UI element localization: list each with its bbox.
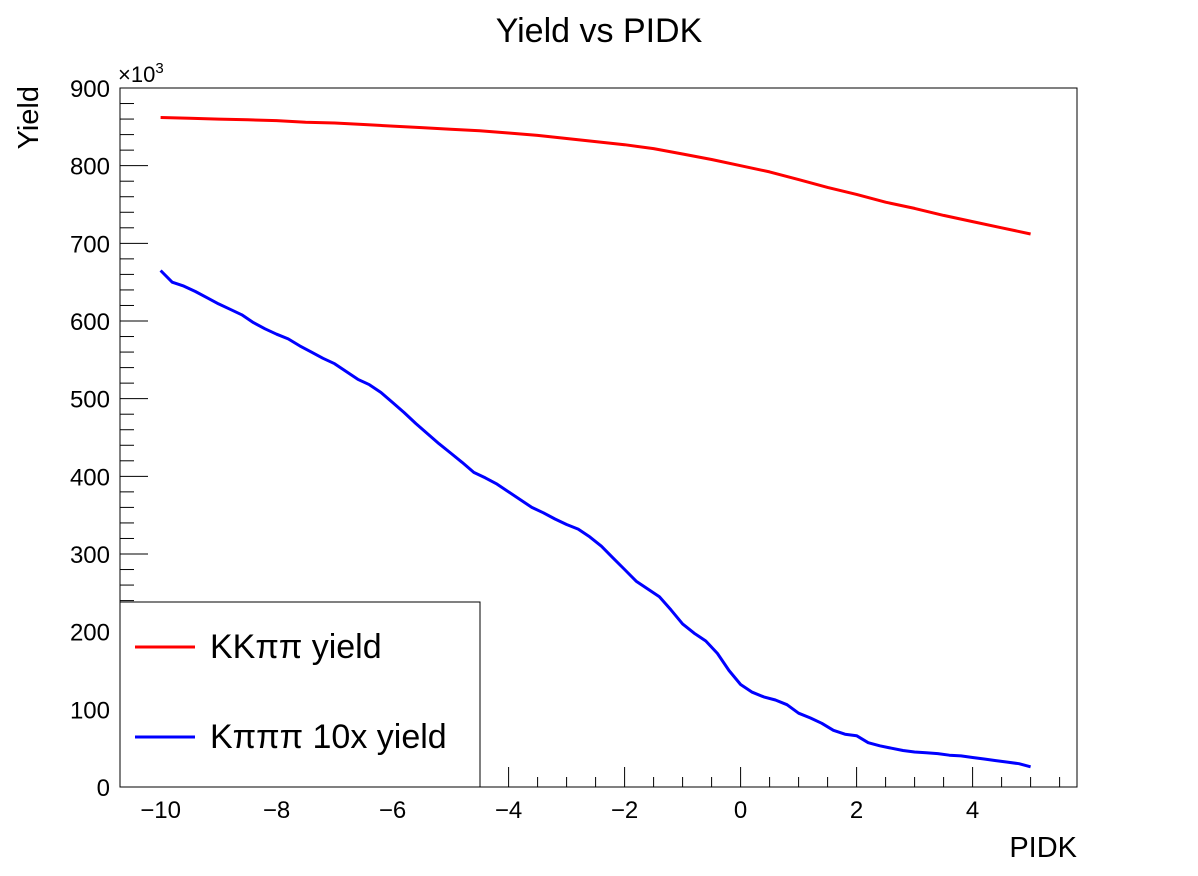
series-line-1: [159, 269, 1031, 769]
x-tick-label: −10: [140, 797, 181, 824]
y-tick-label: 500: [70, 387, 110, 414]
series-lines: [159, 116, 1031, 769]
x-tick-label: −4: [495, 797, 522, 824]
y-tick-label: 300: [70, 542, 110, 569]
y-tick-label: 100: [70, 697, 110, 724]
y-multiplier-label: ×103: [118, 60, 164, 87]
y-tick-labels: 0 100 200 300 400 500 600 700 800 900: [70, 76, 110, 802]
y-tick-label: 200: [70, 620, 110, 647]
series-line-0: [160, 116, 1031, 236]
y-tick-label: 0: [97, 775, 110, 802]
y-tick-label: 900: [70, 76, 110, 103]
legend-label-kpipipi: Kπππ 10x yield: [210, 718, 447, 756]
legend: KKππ yield Kπππ 10x yield: [119, 601, 481, 788]
y-tick-label: 600: [70, 309, 110, 336]
plot-frame: [119, 87, 1078, 788]
legend-box: [119, 601, 481, 788]
legend-label-kkpipi: KKππ yield: [210, 628, 382, 666]
x-tick-label: 4: [966, 797, 979, 824]
y-tick-label: 700: [70, 231, 110, 258]
chart-title: Yield vs PIDK: [496, 12, 703, 50]
x-tick-label: −2: [611, 797, 638, 824]
x-tick-label: 0: [734, 797, 747, 824]
y-tick-label: 800: [70, 154, 110, 181]
x-axis-label: PIDK: [1009, 832, 1077, 864]
y-tick-label: 400: [70, 464, 110, 491]
x-tick-labels: −10 −8 −6 −4 −2 0 2 4: [140, 797, 979, 824]
x-tick-label: −8: [263, 797, 290, 824]
x-tick-label: 2: [850, 797, 863, 824]
y-axis-label: Yield: [13, 86, 45, 149]
x-tick-label: −6: [379, 797, 406, 824]
